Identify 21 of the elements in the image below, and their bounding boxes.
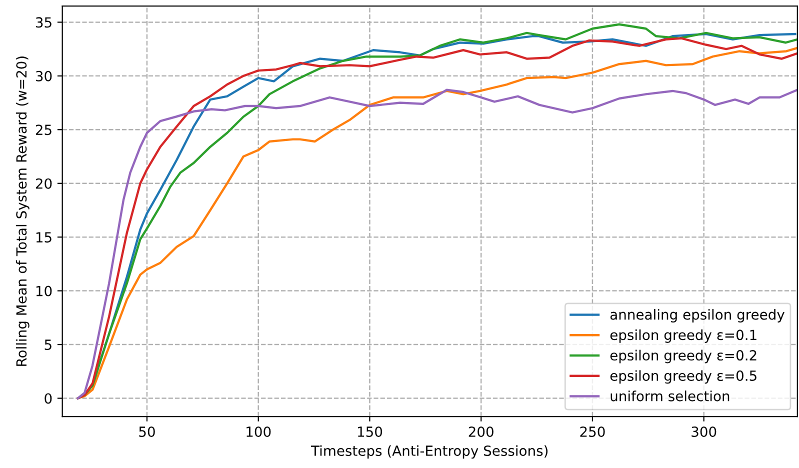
x-tick-label: 250: [580, 426, 605, 437]
y-tick-label: 25: [36, 124, 52, 136]
y-axis-title: Rolling Mean of Total System Reward (w=20): [16, 56, 30, 366]
y-tick-label: 35: [36, 17, 52, 28]
x-axis-title: Timesteps (Anti-Entropy Sessions): [310, 445, 548, 459]
y-tick-label: 0: [44, 393, 52, 404]
y-tick-label: 15: [36, 232, 52, 243]
y-tick-label: 5: [44, 340, 52, 350]
legend-label: epsilon greedy ε=0.5: [610, 370, 756, 384]
x-tick-label: 150: [358, 426, 382, 437]
y-tick-label: 30: [36, 70, 52, 82]
legend-label: epsilon greedy ε=0.1: [610, 329, 756, 343]
legend-label: annealing epsilon greedy: [610, 309, 784, 322]
x-tick-label: 200: [468, 426, 494, 437]
x-tick-label: 100: [246, 426, 271, 437]
legend-label: uniform selection: [610, 390, 730, 402]
x-tick-label: 300: [692, 426, 716, 437]
x-tick-label: 50: [139, 426, 155, 437]
legend-label: epsilon greedy ε=0.2: [610, 350, 756, 364]
y-tick-label: 10: [36, 286, 52, 296]
y-tick-label: 20: [36, 178, 52, 189]
